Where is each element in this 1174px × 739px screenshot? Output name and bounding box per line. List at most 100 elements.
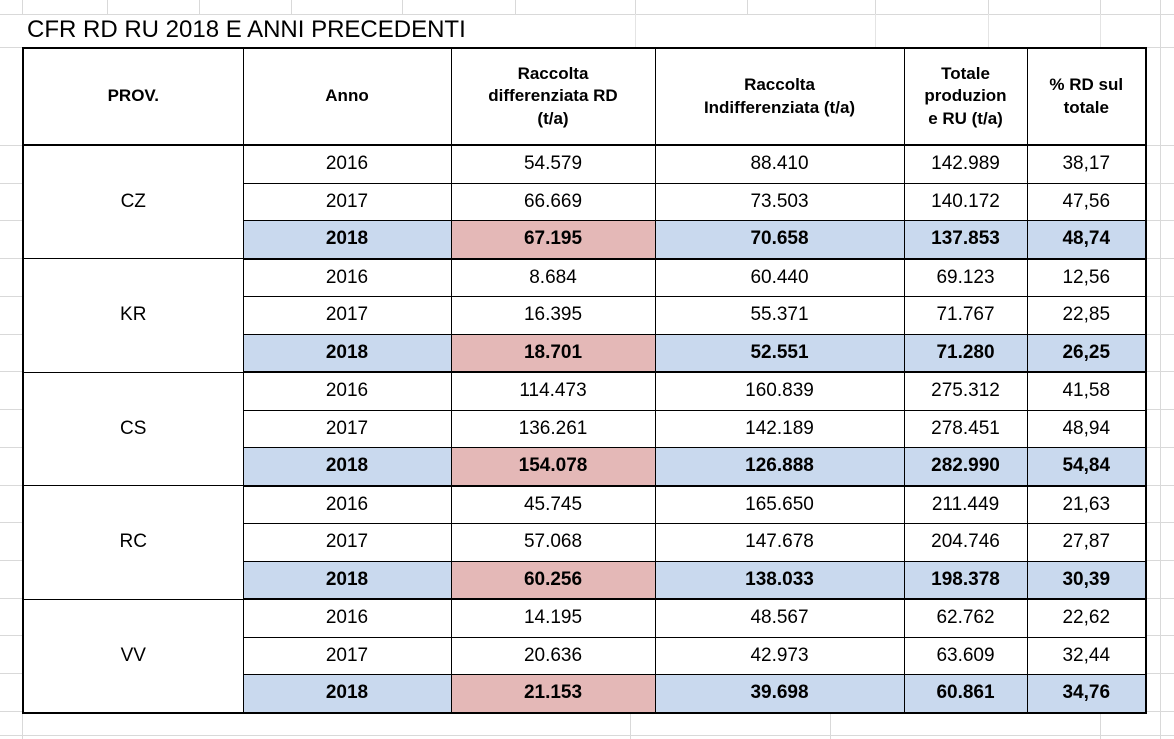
cell-anno[interactable]: 2016 — [242, 258, 452, 297]
cell-anno[interactable]: 2016 — [242, 485, 452, 524]
cell-prov[interactable]: KR — [22, 258, 244, 373]
cell-perc[interactable]: 12,56 — [1026, 258, 1147, 297]
gridline — [1145, 485, 1174, 486]
cell-perc[interactable]: 41,58 — [1026, 371, 1147, 411]
gridline — [1160, 0, 1161, 739]
cell-rd[interactable]: 18.701 — [450, 333, 656, 373]
cell-anno[interactable]: 2018 — [242, 560, 452, 600]
cell-indiff[interactable]: 165.650 — [654, 485, 905, 524]
gridline — [1145, 711, 1174, 712]
cell-prov[interactable]: CZ — [22, 144, 244, 259]
cell-indiff[interactable]: 138.033 — [654, 560, 905, 600]
cell-indiff[interactable]: 60.440 — [654, 258, 905, 297]
cell-indiff[interactable]: 52.551 — [654, 333, 905, 373]
cell-anno[interactable]: 2016 — [242, 371, 452, 411]
cell-perc[interactable]: 22,62 — [1026, 598, 1147, 638]
cell-totale[interactable]: 62.762 — [903, 598, 1028, 638]
cell-rd[interactable]: 66.669 — [450, 182, 656, 221]
cell-totale[interactable]: 137.853 — [903, 220, 1028, 260]
cell-rd[interactable]: 57.068 — [450, 523, 656, 562]
cell-anno[interactable]: 2016 — [242, 144, 452, 184]
cell-totale[interactable]: 63.609 — [903, 636, 1028, 675]
cell-rd[interactable]: 136.261 — [450, 409, 656, 448]
cell-rd[interactable]: 67.195 — [450, 220, 656, 260]
cell-totale[interactable]: 278.451 — [903, 409, 1028, 448]
cell-anno[interactable]: 2018 — [242, 220, 452, 260]
cell-perc[interactable]: 34,76 — [1026, 674, 1147, 714]
gridline — [1145, 296, 1174, 297]
table-row: RC 2016 45.745 165.650 211.449 21,63 — [22, 485, 1147, 600]
gridline — [0, 635, 22, 636]
cell-perc[interactable]: 30,39 — [1026, 560, 1147, 600]
cell-indiff[interactable]: 73.503 — [654, 182, 905, 221]
cell-perc[interactable]: 48,94 — [1026, 409, 1147, 448]
cell-totale[interactable]: 60.861 — [903, 674, 1028, 714]
cell-perc[interactable]: 21,63 — [1026, 485, 1147, 524]
cell-indiff[interactable]: 88.410 — [654, 144, 905, 184]
cell-perc[interactable]: 27,87 — [1026, 523, 1147, 562]
cell-rd[interactable]: 8.684 — [450, 258, 656, 297]
cell-perc[interactable]: 47,56 — [1026, 182, 1147, 221]
cell-anno[interactable]: 2017 — [242, 182, 452, 221]
gridline — [0, 522, 22, 523]
cell-indiff[interactable]: 39.698 — [654, 674, 905, 714]
cell-totale[interactable]: 71.767 — [903, 296, 1028, 335]
cell-perc[interactable]: 32,44 — [1026, 636, 1147, 675]
cell-indiff[interactable]: 126.888 — [654, 447, 905, 487]
cell-indiff[interactable]: 55.371 — [654, 296, 905, 335]
cell-anno[interactable]: 2017 — [242, 296, 452, 335]
cell-totale[interactable]: 140.172 — [903, 182, 1028, 221]
cell-perc[interactable]: 48,74 — [1026, 220, 1147, 260]
cell-anno[interactable]: 2017 — [242, 409, 452, 448]
gridline — [0, 334, 22, 335]
cell-anno[interactable]: 2018 — [242, 674, 452, 714]
cell-anno[interactable]: 2017 — [242, 636, 452, 675]
cell-anno[interactable]: 2018 — [242, 333, 452, 373]
cell-totale[interactable]: 71.280 — [903, 333, 1028, 373]
cell-perc[interactable]: 54,84 — [1026, 447, 1147, 487]
cell-rd[interactable]: 154.078 — [450, 447, 656, 487]
gridline — [515, 0, 516, 14]
cell-totale[interactable]: 204.746 — [903, 523, 1028, 562]
cell-prov[interactable]: RC — [22, 485, 244, 600]
column-header-perc: % RD sul totale — [1026, 47, 1147, 146]
cell-indiff[interactable]: 42.973 — [654, 636, 905, 675]
gridline — [1145, 598, 1174, 599]
cell-rd[interactable]: 54.579 — [450, 144, 656, 184]
gridline — [0, 598, 22, 599]
cell-rd[interactable]: 60.256 — [450, 560, 656, 600]
cell-perc[interactable]: 22,85 — [1026, 296, 1147, 335]
gridline — [1145, 409, 1174, 410]
gridline — [0, 14, 1174, 15]
cell-indiff[interactable]: 147.678 — [654, 523, 905, 562]
cell-totale[interactable]: 275.312 — [903, 371, 1028, 411]
cell-totale[interactable]: 69.123 — [903, 258, 1028, 297]
cell-rd[interactable]: 45.745 — [450, 485, 656, 524]
cell-indiff[interactable]: 70.658 — [654, 220, 905, 260]
cell-rd[interactable]: 16.395 — [450, 296, 656, 335]
gridline — [0, 560, 22, 561]
cell-anno[interactable]: 2016 — [242, 598, 452, 638]
cell-perc[interactable]: 38,17 — [1026, 144, 1147, 184]
cell-rd[interactable]: 14.195 — [450, 598, 656, 638]
cell-rd[interactable]: 114.473 — [450, 371, 656, 411]
gridline — [1145, 560, 1174, 561]
cell-totale[interactable]: 142.989 — [903, 144, 1028, 184]
cell-perc[interactable]: 26,25 — [1026, 333, 1147, 373]
cell-totale[interactable]: 198.378 — [903, 560, 1028, 600]
cell-prov[interactable]: CS — [22, 371, 244, 486]
cell-totale[interactable]: 282.990 — [903, 447, 1028, 487]
cell-anno[interactable]: 2017 — [242, 523, 452, 562]
gridline — [1145, 447, 1174, 448]
table-row: 2017 20.636 42.973 63.609 32,44 — [23, 636, 1147, 675]
cell-indiff[interactable]: 160.839 — [654, 371, 905, 411]
cell-totale[interactable]: 211.449 — [903, 485, 1028, 524]
cell-rd[interactable]: 21.153 — [450, 674, 656, 714]
cell-anno[interactable]: 2018 — [242, 447, 452, 487]
gridline — [0, 711, 22, 712]
column-header-anno: Anno — [242, 47, 452, 146]
cell-rd[interactable]: 20.636 — [450, 636, 656, 675]
cell-indiff[interactable]: 48.567 — [654, 598, 905, 638]
cell-prov[interactable]: VV — [22, 598, 244, 713]
cell-indiff[interactable]: 142.189 — [654, 409, 905, 448]
